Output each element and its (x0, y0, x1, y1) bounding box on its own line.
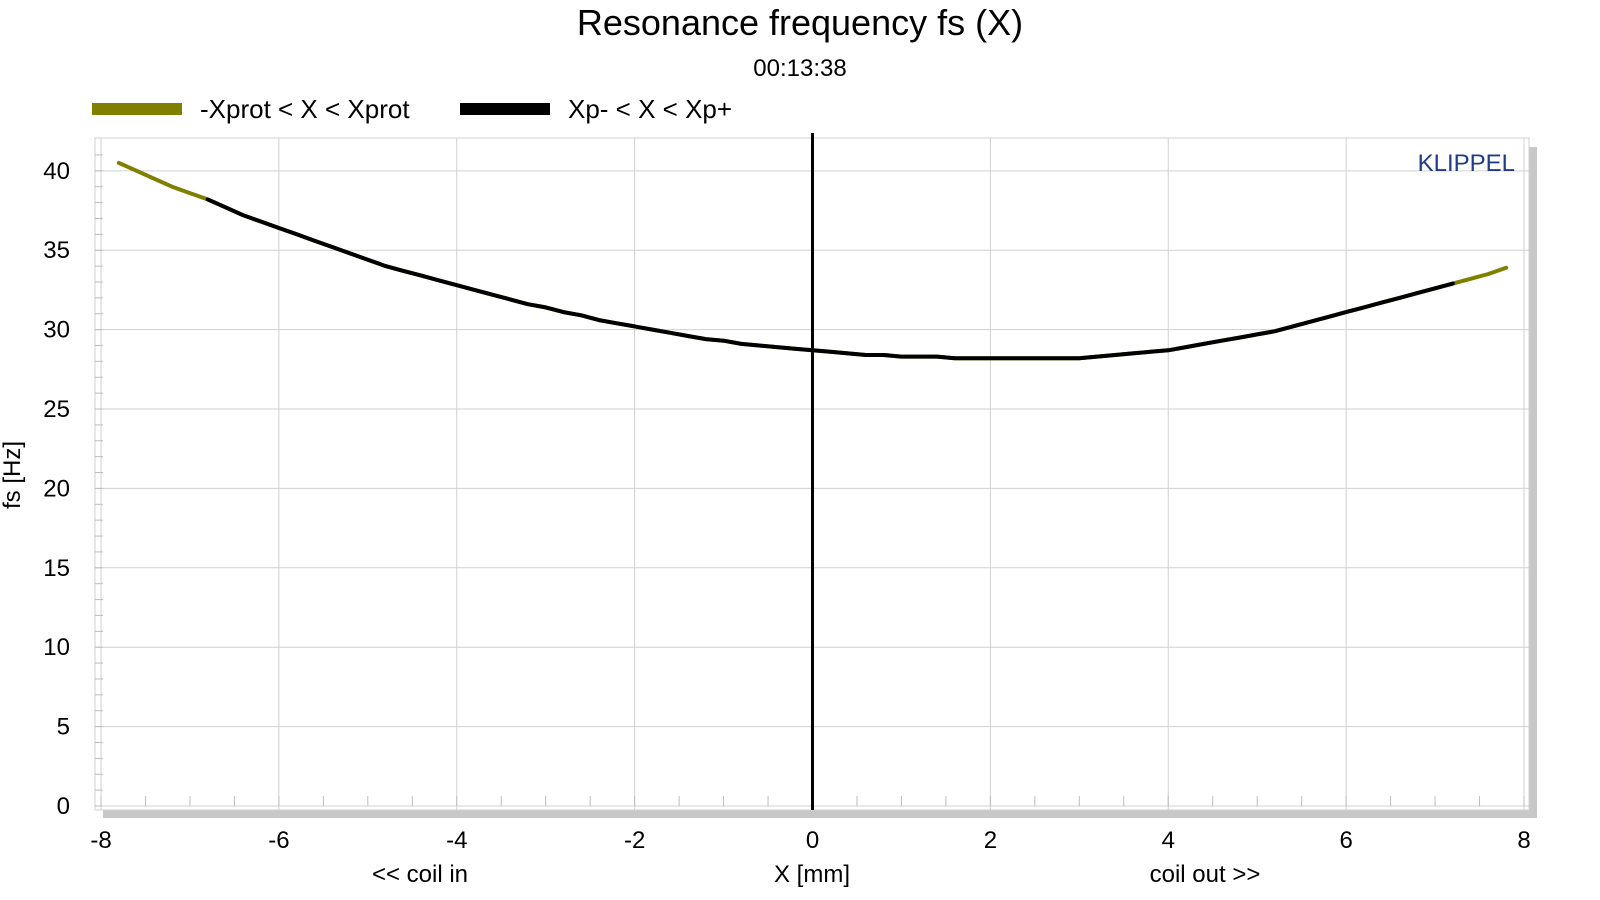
y-tick-label: 35 (43, 237, 70, 264)
x-tick-label: -8 (90, 827, 111, 854)
x-tick-label: 8 (1517, 827, 1530, 854)
legend-swatch-xp (460, 103, 550, 115)
plot-shadow-bottom (103, 810, 1537, 818)
x-tick-label: 4 (1162, 827, 1175, 854)
y-tick-label: 40 (43, 158, 70, 185)
y-tick-label: 5 (57, 714, 70, 741)
series-layer (116, 160, 1509, 361)
legend-label-xprot: -Xprot < X < Xprot (200, 94, 410, 124)
x-tick-labels: -8 -6 -4 -2 0 2 4 6 8 (90, 827, 1530, 854)
x-tick-label: -4 (446, 827, 467, 854)
plot-shadow-right (1529, 147, 1537, 817)
y-axis-label: fs [Hz] (0, 441, 26, 509)
x-axis-label: X [mm] (774, 861, 850, 888)
y-tick-label: 15 (43, 555, 70, 582)
legend: -Xprot < X < Xprot Xp- < X < Xp+ (92, 94, 732, 124)
x-tick-label: 2 (984, 827, 997, 854)
legend-label-xp: Xp- < X < Xp+ (568, 94, 732, 124)
y-tick-label: 10 (43, 634, 70, 661)
chart-subtitle: 00:13:38 (753, 55, 846, 82)
x-tick-label: 6 (1339, 827, 1352, 854)
y-tick-labels: 0 5 10 15 20 25 30 35 40 (43, 158, 70, 820)
x-tick-label: 0 (806, 827, 819, 854)
series-line-xp (205, 197, 1455, 361)
x-tick-label: -6 (268, 827, 289, 854)
brand-label: KLIPPEL (1418, 150, 1515, 177)
x-axis-label-right: coil out >> (1150, 861, 1261, 888)
y-tick-label: 0 (57, 793, 70, 820)
y-tick-label: 25 (43, 396, 70, 423)
chart-title: Resonance frequency fs (X) (577, 2, 1023, 43)
x-axis-label-left: << coil in (372, 861, 468, 888)
legend-swatch-xprot (92, 103, 182, 115)
y-tick-label: 20 (43, 475, 70, 502)
x-tick-label: -2 (624, 827, 645, 854)
y-tick-label: 30 (43, 317, 70, 344)
